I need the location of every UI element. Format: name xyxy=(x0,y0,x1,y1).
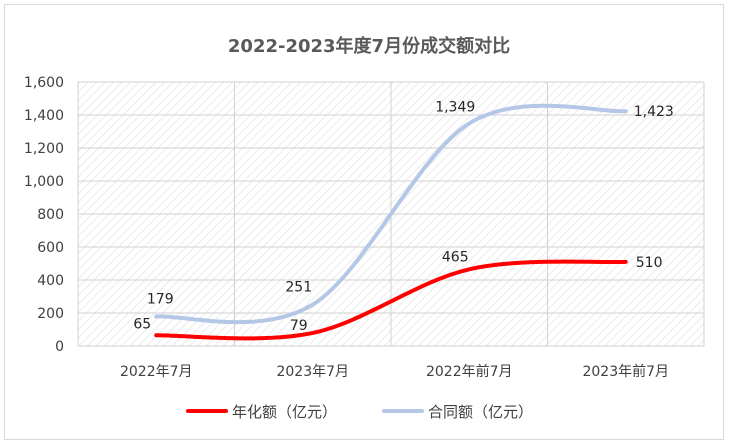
x-tick-label: 2022年前7月 xyxy=(426,363,513,380)
data-label: 1,423 xyxy=(634,104,674,120)
y-tick-label: 1,200 xyxy=(24,141,64,157)
data-label: 1,349 xyxy=(435,99,475,115)
y-tick-label: 1,600 xyxy=(24,75,64,91)
legend-label-0: 年化额（亿元） xyxy=(232,403,337,421)
y-tick-label: 200 xyxy=(37,306,64,322)
x-tick-label: 2023年前7月 xyxy=(582,363,669,380)
data-label: 465 xyxy=(442,249,469,265)
data-label: 65 xyxy=(133,316,151,332)
data-label: 179 xyxy=(147,291,174,307)
y-tick-label: 1,000 xyxy=(24,174,64,190)
chart-title: 2022-2023年度7月份成交额对比 xyxy=(228,35,510,57)
data-label: 251 xyxy=(285,280,312,296)
grid-lines xyxy=(77,81,705,347)
x-axis-ticks: 2022年7月 2023年7月 2022年前7月 2023年前7月 xyxy=(120,363,669,380)
data-labels: 65 79 465 510 179 251 1,349 1,423 xyxy=(133,99,674,334)
y-tick-label: 600 xyxy=(37,240,64,256)
data-label: 510 xyxy=(636,255,663,271)
x-tick-label: 2023年7月 xyxy=(276,364,349,380)
series-line-0 xyxy=(154,259,628,341)
x-tick-label: 2022年7月 xyxy=(120,364,193,380)
y-axis-ticks: 0 200 400 600 800 1,000 1,200 1,400 1,600 xyxy=(24,75,64,355)
legend-label-1: 合同额（亿元） xyxy=(428,403,533,421)
series-line-1 xyxy=(154,103,628,325)
y-tick-label: 400 xyxy=(37,273,64,289)
legend: 年化额（亿元） 合同额（亿元） xyxy=(186,403,533,421)
y-tick-label: 0 xyxy=(55,339,64,355)
data-label: 79 xyxy=(290,318,308,334)
y-tick-label: 800 xyxy=(37,207,64,223)
series-lines xyxy=(154,103,628,341)
y-tick-label: 1,400 xyxy=(24,108,64,124)
